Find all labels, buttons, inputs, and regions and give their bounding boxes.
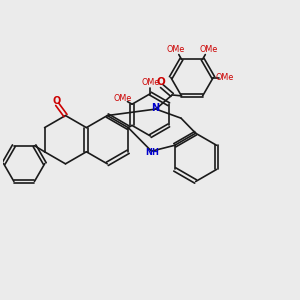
Text: OMe: OMe — [113, 94, 132, 103]
Text: OMe: OMe — [141, 78, 160, 87]
Text: N: N — [151, 103, 159, 113]
Text: OMe: OMe — [167, 45, 185, 54]
Text: O: O — [52, 96, 61, 106]
Text: OMe: OMe — [199, 45, 217, 54]
Text: OMe: OMe — [215, 73, 233, 82]
Text: NH: NH — [146, 148, 159, 157]
Text: O: O — [156, 77, 165, 87]
